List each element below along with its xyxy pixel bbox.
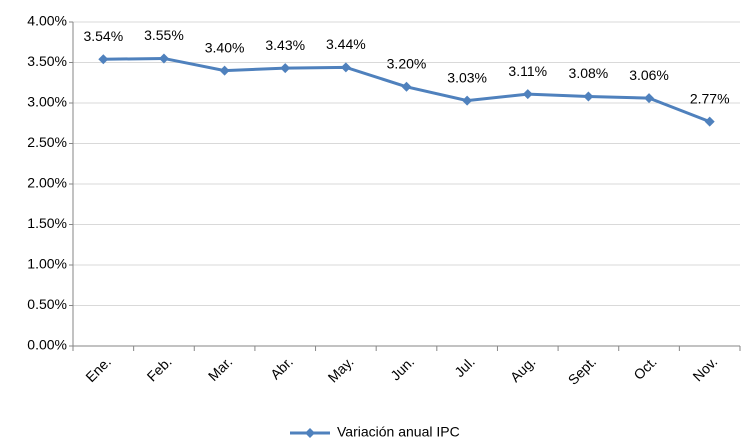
- value-label: 3.06%: [629, 67, 669, 83]
- value-label: 3.08%: [569, 65, 609, 81]
- x-tick-label: Jul.: [451, 353, 478, 380]
- point: [98, 54, 109, 65]
- y-tick-label: 1.00%: [27, 256, 67, 272]
- value-label: 3.44%: [326, 36, 366, 52]
- y-tick-label: 1.50%: [27, 215, 67, 231]
- value-label: 2.77%: [690, 90, 730, 106]
- legend-label: Variación anual IPC: [337, 424, 460, 440]
- x-tick-label: Ene.: [82, 353, 114, 385]
- value-label: 3.03%: [447, 69, 487, 85]
- x-tick-label: Jun.: [387, 353, 417, 383]
- x-tick-label: Abr.: [267, 353, 296, 382]
- y-tick-label: 0.00%: [27, 337, 67, 353]
- x-tick-label: Nov.: [689, 353, 720, 384]
- x-tick-label: Feb.: [144, 353, 175, 384]
- point: [158, 53, 169, 64]
- y-tick-label: 2.00%: [27, 175, 67, 191]
- y-tick-label: 4.00%: [27, 13, 67, 29]
- x-tick-label: Oct.: [630, 353, 659, 382]
- value-label: 3.55%: [144, 27, 184, 43]
- value-label: 3.40%: [205, 39, 245, 55]
- y-tick-label: 0.50%: [27, 296, 67, 312]
- y-tick-label: 3.50%: [27, 53, 67, 69]
- point: [644, 93, 655, 104]
- point: [401, 81, 412, 92]
- value-label: 3.11%: [508, 63, 547, 79]
- value-label: 3.20%: [387, 56, 427, 72]
- value-label: 3.43%: [265, 37, 305, 53]
- point: [462, 95, 473, 106]
- x-tick-label: Sept.: [565, 353, 599, 387]
- value-label: 3.54%: [83, 28, 123, 44]
- x-tick-label: Aug.: [507, 353, 539, 385]
- point: [704, 116, 715, 127]
- point: [522, 89, 533, 100]
- y-tick-label: 3.00%: [27, 94, 67, 110]
- point: [219, 65, 230, 76]
- point: [280, 63, 291, 74]
- x-tick-label: Mar.: [205, 353, 236, 384]
- x-tick-label: May.: [325, 353, 357, 385]
- y-tick-label: 2.50%: [27, 134, 67, 150]
- legend-marker: [305, 428, 315, 438]
- point: [583, 91, 594, 102]
- point: [340, 62, 351, 73]
